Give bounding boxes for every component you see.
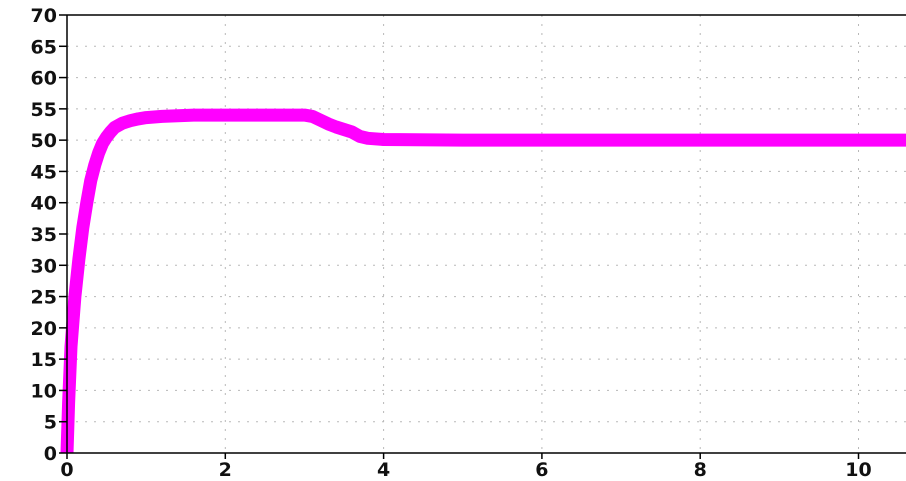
y-tick-label: 25 — [31, 287, 57, 309]
y-tick-label: 50 — [31, 130, 57, 152]
y-tick-label: 0 — [44, 443, 57, 465]
y-tick-label: 15 — [31, 349, 57, 371]
y-tick-label: 45 — [31, 161, 57, 183]
x-tick-label: 2 — [219, 459, 232, 481]
y-tick-label: 30 — [31, 255, 57, 277]
series-layer — [60, 108, 906, 454]
axes: 0 5 10 15 20 25 30 35 40 45 50 55 60 65 70 0 2 4 6 8 10 — [31, 5, 906, 481]
x-tick-label: 0 — [60, 459, 73, 481]
y-tick-label: 60 — [31, 68, 57, 90]
y-tick-label: 65 — [31, 36, 57, 58]
x-tick-label: 8 — [694, 459, 707, 481]
y-tick-label: 40 — [31, 193, 57, 215]
y-tick-label: 70 — [31, 5, 57, 27]
y-tick-label: 10 — [31, 380, 57, 402]
x-tick-label: 4 — [377, 459, 390, 481]
y-tick-label: 35 — [31, 224, 57, 246]
series-line-0 — [60, 108, 906, 454]
y-tick-label: 55 — [31, 99, 57, 121]
x-tick-label: 6 — [535, 459, 548, 481]
y-tick-label: 5 — [44, 412, 57, 434]
y-tick-label: 20 — [31, 318, 57, 340]
x-tick-label: 10 — [845, 459, 871, 481]
grid — [67, 14, 906, 453]
